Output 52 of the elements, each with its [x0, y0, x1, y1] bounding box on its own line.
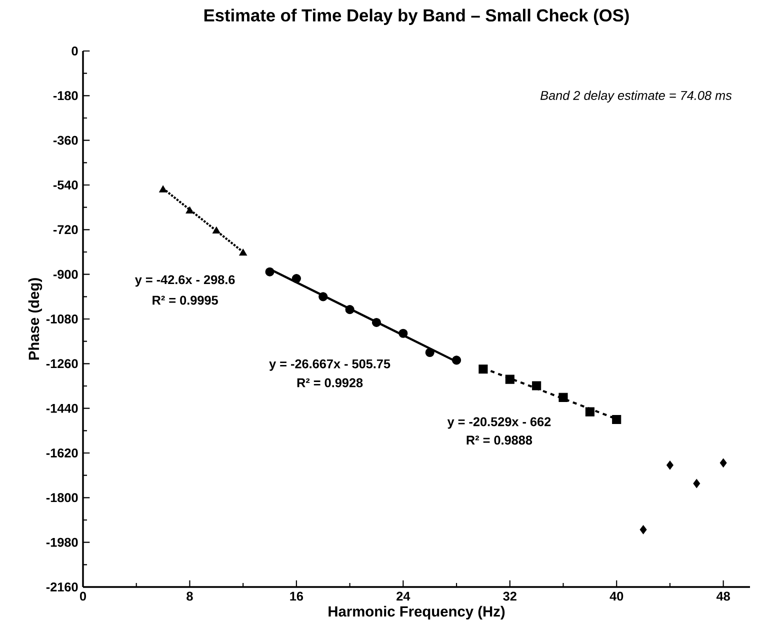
x-axis-title: Harmonic Frequency (Hz) — [328, 606, 505, 620]
y-tick-label: -1440 — [46, 404, 78, 413]
y-tick-label: -1260 — [46, 359, 78, 368]
point — [640, 525, 647, 534]
x-tick-label: 8 — [186, 592, 193, 601]
y-tick-label: -1080 — [46, 314, 78, 324]
point — [558, 392, 568, 402]
y-tick-label: -720 — [53, 225, 78, 234]
point — [505, 374, 514, 384]
annotation: R² = 0.9888 — [466, 436, 532, 445]
x-tick-label: 0 — [80, 592, 86, 601]
point — [159, 185, 168, 192]
x-tick-label: 24 — [396, 592, 410, 601]
y-tick-label: -2160 — [46, 582, 78, 592]
y-tick-label: -540 — [53, 180, 78, 190]
y-tick-label: -1980 — [46, 538, 78, 547]
point — [318, 292, 328, 302]
y-tick-label: 0 — [72, 46, 78, 56]
point — [212, 226, 220, 234]
annotation: Band 2 delay estimate = 74.08 ms — [540, 90, 732, 102]
point — [720, 458, 727, 468]
x-tick-label: 16 — [290, 592, 304, 601]
point — [425, 348, 434, 358]
point — [612, 414, 622, 424]
annotation: y = -42.6x - 298.6 — [134, 275, 235, 287]
point — [186, 206, 194, 214]
y-tick-label: -1800 — [46, 493, 78, 502]
point — [478, 364, 488, 374]
point — [693, 478, 700, 488]
point — [666, 460, 674, 470]
annotation: y = -26.667x - 505.75 — [269, 359, 390, 371]
point — [345, 305, 354, 314]
point — [398, 328, 408, 338]
annotation: y = -20.529x - 662 — [447, 417, 551, 429]
y-axis-title: Phase (deg) — [28, 278, 42, 360]
x-tick-label: 48 — [716, 592, 730, 601]
y-tick-label: -1620 — [46, 448, 78, 458]
point — [265, 267, 274, 276]
y-tick-label: -360 — [53, 136, 78, 145]
y-tick-label: -900 — [53, 270, 78, 279]
annotation: R² = 0.9995 — [152, 296, 218, 305]
y-tick-label: -180 — [53, 91, 78, 100]
point — [292, 274, 301, 284]
point — [239, 248, 248, 256]
x-tick-label: 40 — [610, 592, 624, 601]
point — [532, 381, 542, 390]
point — [585, 407, 594, 416]
point — [372, 318, 382, 328]
annotation: R² = 0.9928 — [297, 378, 363, 388]
chart-title: Estimate of Time Delay by Band – Small Check (OS) — [204, 8, 629, 25]
x-tick-label: 32 — [503, 592, 516, 601]
point — [452, 356, 462, 365]
